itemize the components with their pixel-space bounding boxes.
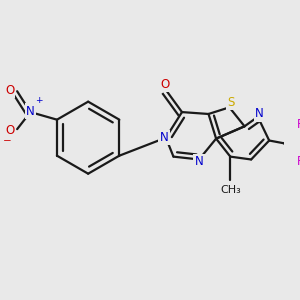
Text: N: N — [255, 107, 264, 121]
Text: +: + — [35, 96, 43, 105]
Text: O: O — [5, 124, 14, 136]
Text: O: O — [160, 78, 170, 91]
Text: CH₃: CH₃ — [220, 185, 241, 195]
Text: F: F — [297, 118, 300, 131]
Text: N: N — [195, 155, 203, 168]
Text: −: − — [3, 136, 12, 146]
Text: O: O — [5, 84, 14, 97]
Text: N: N — [160, 131, 168, 144]
Text: F: F — [297, 155, 300, 168]
Text: N: N — [26, 105, 35, 118]
Text: S: S — [228, 96, 235, 109]
